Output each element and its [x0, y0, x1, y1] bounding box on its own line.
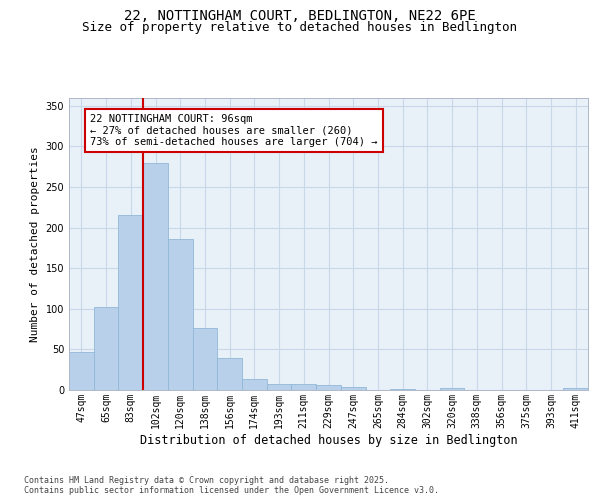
Bar [292, 384, 316, 390]
Bar [267, 384, 292, 390]
Text: 22, NOTTINGHAM COURT, BEDLINGTON, NE22 6PE: 22, NOTTINGHAM COURT, BEDLINGTON, NE22 6… [124, 9, 476, 23]
Bar [69, 352, 94, 390]
Bar [341, 387, 365, 390]
Bar [118, 216, 143, 390]
Bar [390, 389, 415, 390]
Y-axis label: Number of detached properties: Number of detached properties [30, 146, 40, 342]
Bar [316, 385, 341, 390]
Text: 22 NOTTINGHAM COURT: 96sqm
← 27% of detached houses are smaller (260)
73% of sem: 22 NOTTINGHAM COURT: 96sqm ← 27% of deta… [90, 114, 377, 147]
Bar [193, 328, 217, 390]
Bar [217, 358, 242, 390]
Bar [242, 380, 267, 390]
Bar [168, 239, 193, 390]
Bar [563, 388, 588, 390]
X-axis label: Distribution of detached houses by size in Bedlington: Distribution of detached houses by size … [140, 434, 517, 446]
Text: Size of property relative to detached houses in Bedlington: Size of property relative to detached ho… [83, 21, 517, 34]
Bar [143, 162, 168, 390]
Bar [440, 388, 464, 390]
Text: Contains HM Land Registry data © Crown copyright and database right 2025.
Contai: Contains HM Land Registry data © Crown c… [24, 476, 439, 495]
Bar [94, 307, 118, 390]
